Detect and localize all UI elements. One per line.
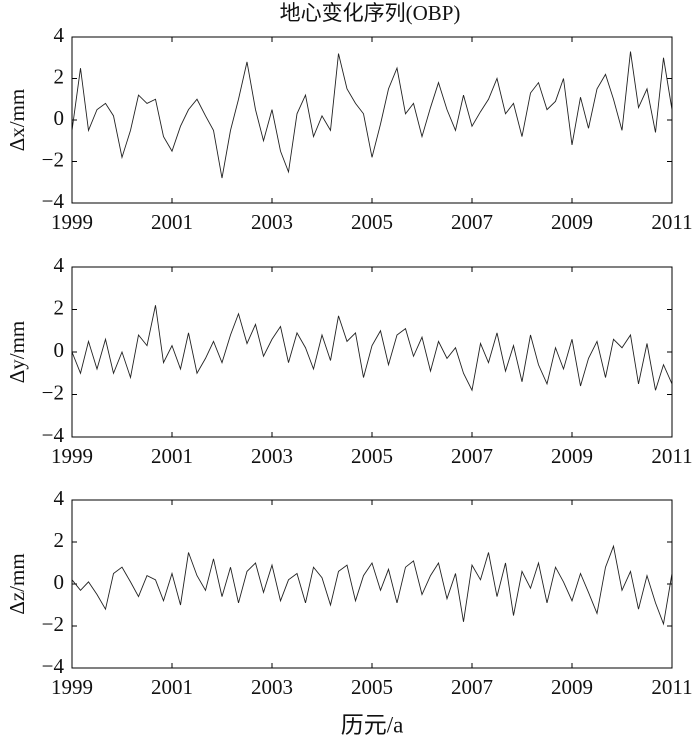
x-tick-label: 2007 <box>451 210 493 234</box>
y-axis-label: Δx/mm <box>5 89 29 152</box>
x-tick-label: 2011 <box>651 675 692 699</box>
y-tick-label: 0 <box>54 570 65 594</box>
x-tick-label: 2003 <box>251 444 293 468</box>
y-tick-label: −2 <box>42 380 64 404</box>
y-tick-label: −2 <box>42 147 64 171</box>
chart-title: 地心变化序列(OBP) <box>280 1 461 25</box>
x-tick-label: 2005 <box>351 675 393 699</box>
plot-frame <box>71 499 673 669</box>
y-axis-label: Δy/mm <box>5 321 29 384</box>
x-tick-label: 2007 <box>451 675 493 699</box>
y-tick-label: 4 <box>54 23 65 47</box>
x-tick-label: 2005 <box>351 210 393 234</box>
y-tick-label: 2 <box>54 528 65 552</box>
x-tick-label: 2011 <box>651 444 692 468</box>
x-tick-label: 2003 <box>251 210 293 234</box>
y-tick-label: −4 <box>42 654 65 678</box>
x-tick-label: 2009 <box>551 675 593 699</box>
x-tick-label: 2003 <box>251 675 293 699</box>
x-tick-label: 2001 <box>151 675 193 699</box>
y-tick-label: 4 <box>54 253 65 277</box>
y-tick-label: 4 <box>54 486 65 510</box>
x-axis-label: 历元/a <box>341 712 404 737</box>
x-tick-label: 2005 <box>351 444 393 468</box>
x-tick-label: 2009 <box>551 444 593 468</box>
x-tick-label: 1999 <box>51 444 93 468</box>
y-tick-label: −4 <box>42 423 65 447</box>
data-line <box>71 305 673 392</box>
x-tick-label: 2001 <box>151 210 193 234</box>
y-tick-label: −4 <box>42 189 65 213</box>
plot-frame <box>71 266 673 438</box>
y-tick-label: −2 <box>42 612 64 636</box>
y-tick-label: 2 <box>54 295 65 319</box>
y-tick-label: 0 <box>54 338 65 362</box>
x-tick-label: 1999 <box>51 210 93 234</box>
x-tick-label: 2007 <box>451 444 493 468</box>
data-line <box>71 544 673 626</box>
y-axis-label: Δz/mm <box>5 553 29 614</box>
data-line <box>71 51 673 179</box>
plot-frame <box>71 36 673 204</box>
y-tick-label: 0 <box>54 106 65 130</box>
x-tick-label: 2011 <box>651 210 692 234</box>
y-tick-label: 2 <box>54 64 65 88</box>
x-tick-label: 1999 <box>51 675 93 699</box>
x-tick-label: 2009 <box>551 210 593 234</box>
x-tick-label: 2001 <box>151 444 193 468</box>
